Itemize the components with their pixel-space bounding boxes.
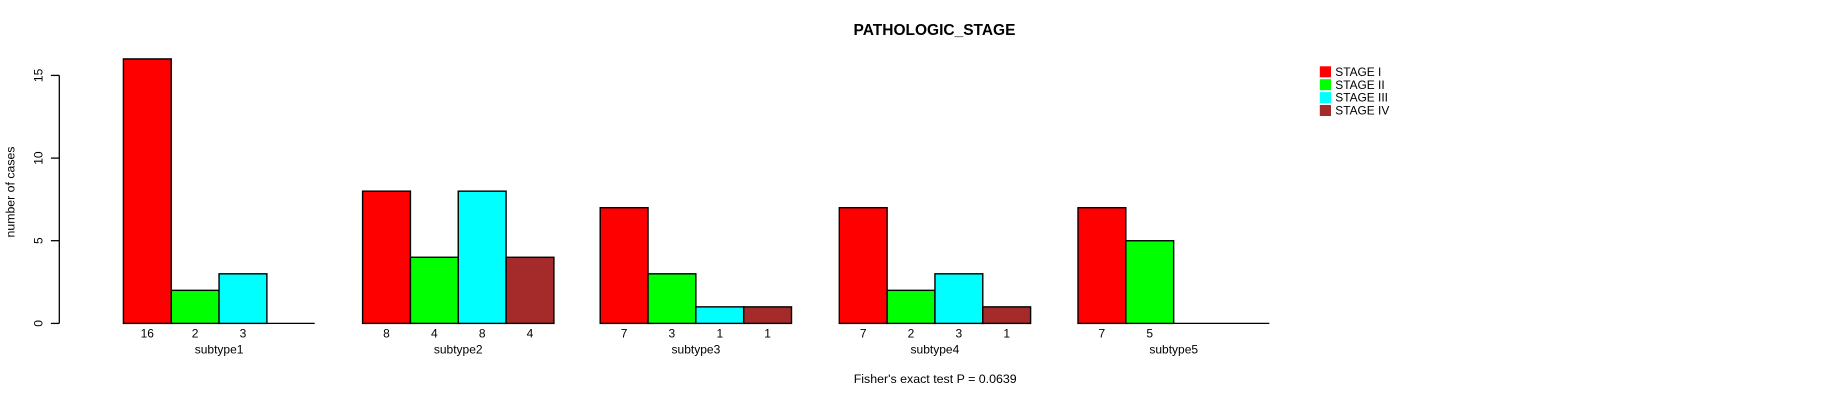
svg-text:4: 4 — [431, 327, 438, 341]
svg-text:8: 8 — [383, 327, 390, 341]
svg-text:subtype2: subtype2 — [434, 342, 483, 356]
svg-text:1: 1 — [1003, 327, 1010, 341]
svg-text:STAGE III: STAGE III — [1335, 91, 1388, 105]
svg-text:7: 7 — [860, 327, 867, 341]
svg-text:0: 0 — [32, 320, 46, 327]
svg-text:subtype3: subtype3 — [672, 342, 721, 356]
svg-text:3: 3 — [669, 327, 676, 341]
svg-text:8: 8 — [479, 327, 486, 341]
svg-text:number of cases: number of cases — [4, 147, 18, 238]
svg-text:7: 7 — [621, 327, 628, 341]
svg-text:STAGE II: STAGE II — [1335, 78, 1384, 92]
svg-text:STAGE I: STAGE I — [1335, 65, 1381, 79]
svg-text:3: 3 — [956, 327, 963, 341]
svg-text:7: 7 — [1099, 327, 1106, 341]
svg-text:16: 16 — [141, 327, 155, 341]
svg-text:1: 1 — [764, 327, 771, 341]
svg-text:1: 1 — [716, 327, 723, 341]
svg-text:15: 15 — [32, 68, 46, 82]
svg-text:2: 2 — [908, 327, 915, 341]
svg-text:Fisher's exact test P = 0.0639: Fisher's exact test P = 0.0639 — [854, 372, 1017, 386]
svg-text:subtype1: subtype1 — [195, 342, 244, 356]
svg-text:5: 5 — [32, 237, 46, 244]
svg-text:10: 10 — [32, 151, 46, 165]
svg-text:STAGE IV: STAGE IV — [1335, 104, 1389, 118]
svg-text:2: 2 — [192, 327, 199, 341]
svg-text:5: 5 — [1146, 327, 1153, 341]
svg-text:4: 4 — [527, 327, 534, 341]
svg-text:3: 3 — [240, 327, 247, 341]
svg-text:PATHOLOGIC_STAGE: PATHOLOGIC_STAGE — [854, 22, 1016, 39]
svg-text:subtype5: subtype5 — [1149, 342, 1198, 356]
svg-text:subtype4: subtype4 — [911, 342, 960, 356]
